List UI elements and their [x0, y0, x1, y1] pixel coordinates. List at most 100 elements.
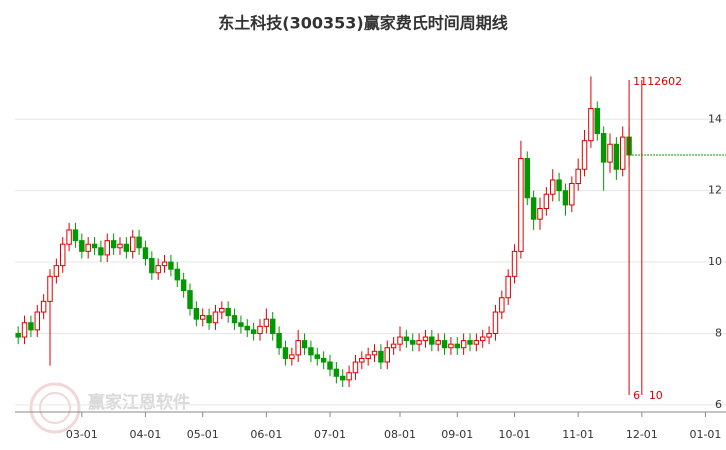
- candle-body: [518, 158, 524, 252]
- candle-body: [257, 325, 263, 334]
- candle-body: [276, 332, 282, 349]
- candle-body: [505, 275, 511, 299]
- candle-body: [117, 243, 123, 249]
- candle-body: [359, 357, 365, 363]
- candle-body: [397, 336, 403, 345]
- candle-body: [72, 229, 79, 242]
- x-tick-label: 07-01: [314, 428, 346, 441]
- candle-body: [524, 158, 531, 199]
- candle-body: [492, 311, 499, 334]
- x-tick-label: 10-01: [499, 428, 531, 441]
- candle-body: [142, 247, 149, 259]
- candle-body: [327, 361, 333, 370]
- candle-body: [480, 336, 486, 342]
- candle-body: [467, 340, 473, 345]
- candle-body: [60, 243, 66, 267]
- candle-body: [340, 375, 346, 381]
- x-tick-label: 05-01: [187, 428, 219, 441]
- candle-body: [15, 332, 21, 338]
- chart-title: 东土科技(300353)赢家费氏时间周期线: [218, 14, 507, 33]
- watermark: 赢家江恩软件: [88, 392, 190, 413]
- candle-body: [301, 340, 308, 349]
- candle-body: [206, 315, 212, 324]
- candle-body: [543, 193, 550, 210]
- candle-body: [320, 357, 327, 363]
- candle-body: [365, 354, 371, 359]
- candle-body: [416, 340, 422, 345]
- cycle-top-label: 1112602: [633, 75, 682, 88]
- candle-body: [410, 340, 416, 345]
- x-tick-label: 01-01: [689, 428, 721, 441]
- candle-body: [263, 318, 270, 327]
- candle-body: [231, 315, 238, 324]
- cycle-label: 10: [649, 389, 663, 402]
- candle-body: [238, 322, 244, 327]
- y-tick-label: 12: [708, 184, 722, 197]
- candle-body: [47, 275, 53, 302]
- x-tick-label: 03-01: [66, 428, 98, 441]
- candle-body: [79, 240, 85, 252]
- candle-body: [168, 261, 174, 270]
- candle-body: [314, 354, 320, 359]
- candle-body: [454, 343, 460, 349]
- candle-body: [161, 261, 168, 267]
- candle-body: [511, 250, 518, 277]
- x-tick-label: 12-01: [626, 428, 658, 441]
- x-tick-label: 11-01: [562, 428, 594, 441]
- candle-body: [91, 243, 98, 249]
- candle-body: [613, 143, 620, 170]
- candle-body: [136, 236, 142, 249]
- candle-body: [98, 247, 104, 256]
- candle-body: [422, 336, 429, 342]
- candle-body: [607, 143, 613, 163]
- candle-body: [473, 340, 480, 345]
- candle-body: [537, 208, 543, 220]
- candle-body: [530, 197, 537, 220]
- x-tick-label: 08-01: [384, 428, 416, 441]
- y-tick-label: 6: [715, 398, 722, 411]
- candle-body: [460, 340, 467, 349]
- candle-body: [575, 168, 581, 185]
- candle-body: [435, 340, 441, 345]
- candle-body: [562, 190, 569, 206]
- candle-body: [429, 336, 435, 345]
- candle-body: [123, 243, 130, 252]
- candle-body: [149, 257, 155, 274]
- candle-body: [21, 322, 28, 338]
- candle-body: [40, 300, 47, 313]
- candle-body: [34, 311, 41, 331]
- candle-body: [180, 279, 187, 292]
- candle-body: [620, 136, 626, 170]
- candle-body: [219, 307, 225, 313]
- candle-body: [85, 243, 91, 252]
- candle-body: [569, 183, 575, 206]
- candle-body: [378, 350, 384, 363]
- candle-body: [403, 336, 410, 342]
- candle-body: [289, 354, 295, 359]
- candle-body: [200, 315, 206, 320]
- x-tick-label: 06-01: [250, 428, 282, 441]
- candle-body: [352, 361, 359, 374]
- candle-body: [308, 347, 314, 356]
- y-tick-label: 14: [708, 112, 722, 125]
- x-tick-label: 09-01: [441, 428, 473, 441]
- candle-body: [193, 307, 200, 320]
- candle-body: [581, 140, 588, 170]
- candle-body: [66, 229, 72, 245]
- candle-body: [250, 329, 257, 334]
- cycle-label: 6: [633, 389, 640, 402]
- candle-body: [104, 240, 111, 256]
- candle-body: [390, 343, 397, 349]
- candle-body: [550, 179, 556, 195]
- candle-body: [499, 297, 505, 313]
- candle-body: [244, 325, 251, 331]
- candle-body: [371, 350, 378, 356]
- y-tick-label: 10: [708, 255, 722, 268]
- candle-body: [110, 240, 117, 249]
- candle-body: [53, 265, 60, 277]
- candle-body: [295, 340, 301, 356]
- candle-body: [588, 108, 594, 142]
- candle-body: [594, 108, 601, 135]
- candle-body: [28, 322, 34, 331]
